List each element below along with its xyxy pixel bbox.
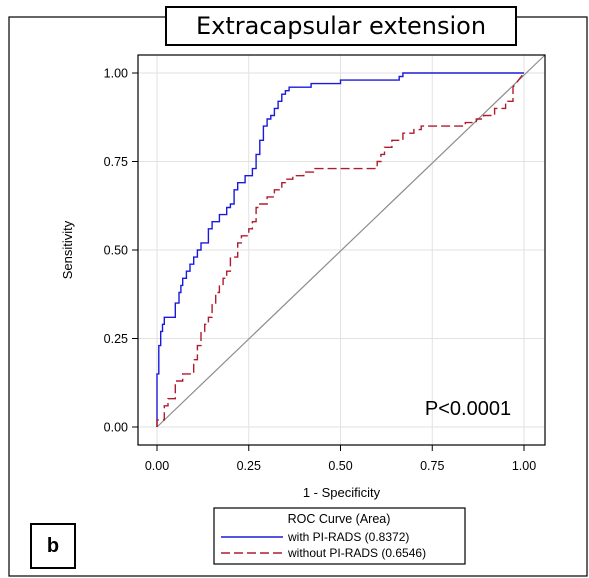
legend-title: ROC Curve (Area) bbox=[288, 512, 391, 526]
y-tick-label: 0.75 bbox=[104, 155, 128, 169]
series-layer bbox=[156, 72, 525, 427]
reference-diagonal-line bbox=[156, 54, 546, 428]
x-tick-label: 1.00 bbox=[512, 459, 536, 473]
x-axis-label: 1 - Specificity bbox=[303, 485, 381, 500]
x-tick-label: 0.75 bbox=[420, 459, 444, 473]
chart-title: Extracapsular extension bbox=[165, 6, 517, 46]
reference-layer bbox=[156, 54, 546, 428]
series-line-with-pirads bbox=[156, 72, 524, 427]
y-tick-label: 1.00 bbox=[104, 67, 128, 81]
y-tick-label: 0.25 bbox=[104, 332, 128, 346]
panel-label: b bbox=[30, 523, 76, 569]
legend-label-without-pirads: without PI-RADS (0.6546) bbox=[287, 546, 426, 560]
p-value-annotation: P<0.0001 bbox=[425, 398, 511, 420]
x-tick-label: 0.25 bbox=[237, 459, 261, 473]
figure-frame bbox=[8, 16, 588, 577]
legend-layer: ROC Curve (Area) with PI-RADS (0.8372) wit… bbox=[213, 507, 466, 565]
axis-layer: 0.00 0.00 0.25 0.25 0.50 0.50 0.75 0.75 1.00 1.00… bbox=[60, 54, 546, 500]
series-line-without-pirads bbox=[156, 72, 525, 427]
y-tick-label: 0.00 bbox=[104, 421, 128, 435]
legend-box bbox=[213, 507, 466, 565]
x-tick-label: 0.50 bbox=[328, 459, 352, 473]
legend-label-with-pirads: with PI-RADS (0.8372) bbox=[287, 530, 409, 544]
x-tick-label: 0.00 bbox=[145, 459, 169, 473]
y-axis-label: Sensitivity bbox=[60, 220, 75, 279]
y-tick-label: 0.50 bbox=[104, 244, 128, 258]
